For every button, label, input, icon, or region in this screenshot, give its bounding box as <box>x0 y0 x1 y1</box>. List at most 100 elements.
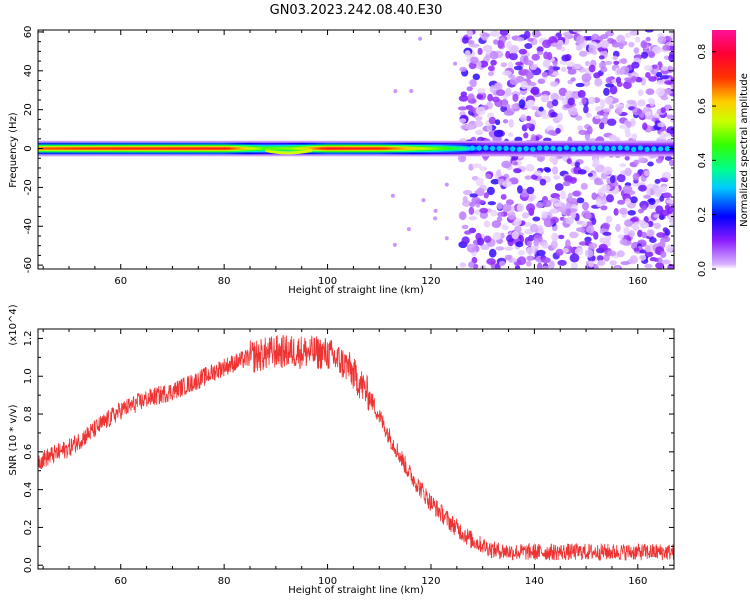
noise-speckle <box>393 89 398 94</box>
noise-speckle <box>609 175 616 184</box>
noise-speckle <box>469 193 479 198</box>
noise-speckle <box>526 240 533 247</box>
band-cell <box>379 147 383 150</box>
band-cell <box>540 147 545 150</box>
band-cell <box>528 147 532 150</box>
noise-speckle <box>504 254 512 261</box>
noise-speckle <box>632 172 640 181</box>
noise-speckle <box>444 182 449 187</box>
noise-speckle <box>544 167 552 173</box>
colorbar: 0.0 0.2 0.4 0.6 0.8 Normalized spectral ampl… <box>697 30 750 277</box>
noise-speckle <box>481 32 491 38</box>
noise-speckle <box>530 134 536 143</box>
noise-speckle <box>569 253 580 263</box>
band-cell <box>177 147 182 150</box>
noise-speckle <box>630 196 638 204</box>
noise-speckle <box>479 211 489 220</box>
band-cell <box>608 147 613 150</box>
band-cell <box>568 147 573 150</box>
x-tick-label: 120 <box>421 576 440 587</box>
noise-speckle <box>542 59 551 68</box>
noise-speckle <box>541 257 551 264</box>
noise-speckle <box>572 190 581 197</box>
noise-speckle <box>536 46 544 53</box>
band-dot <box>483 145 489 151</box>
noise-speckle <box>513 65 523 71</box>
noise-speckle <box>525 164 535 172</box>
noise-speckle <box>444 236 449 241</box>
band-cell <box>428 147 433 150</box>
noise-speckle <box>479 166 488 172</box>
band-cell <box>264 147 268 150</box>
noise-speckle <box>501 160 512 169</box>
noise-speckle <box>662 44 671 51</box>
noise-speckle <box>561 66 567 73</box>
band-dot <box>597 145 603 151</box>
noise-speckle <box>587 172 594 177</box>
noise-speckle <box>591 217 597 225</box>
noise-speckle <box>665 199 674 204</box>
noise-speckle <box>654 187 663 196</box>
band-cell <box>674 143 678 155</box>
noise-speckle <box>602 108 611 113</box>
band-cell <box>286 147 290 150</box>
noise-speckle <box>515 241 524 248</box>
noise-speckle <box>603 87 610 96</box>
snr-ylabel: SNR (10 * v/v) <box>8 404 19 475</box>
noise-speckle <box>647 220 654 228</box>
noise-speckle <box>624 32 632 38</box>
noise-speckle <box>541 114 550 119</box>
noise-speckle <box>619 238 628 245</box>
noise-speckle <box>576 220 583 225</box>
y-tick-label: -40 <box>23 218 34 234</box>
band-cell <box>580 147 585 150</box>
noise-speckle <box>499 30 509 36</box>
noise-speckle <box>648 51 655 59</box>
y-tick-label: 0.0 <box>23 557 34 573</box>
noise-speckle <box>638 184 647 192</box>
noise-speckle <box>604 96 614 104</box>
noise-speckle <box>537 225 544 234</box>
noise-speckle <box>472 73 480 81</box>
noise-speckle <box>657 36 667 45</box>
noise-speckle <box>392 242 397 247</box>
noise-speckle <box>611 41 621 48</box>
noise-speckle <box>462 196 468 203</box>
noise-speckle <box>600 66 608 73</box>
band-cell <box>65 147 70 150</box>
band-cell <box>674 146 678 151</box>
noise-speckle <box>584 60 590 67</box>
noise-speckle <box>475 129 484 135</box>
noise-speckle <box>662 227 669 233</box>
noise-speckle <box>469 78 477 88</box>
noise-speckle <box>500 62 508 68</box>
noise-speckle <box>433 216 438 221</box>
band-cell <box>487 147 492 150</box>
noise-speckle <box>390 193 395 198</box>
noise-speckle <box>616 34 626 43</box>
noise-speckle <box>498 260 506 267</box>
band-wiggle <box>265 148 313 155</box>
noise-speckle <box>479 207 489 214</box>
noise-speckle <box>644 244 651 253</box>
noise-speckle <box>477 47 483 56</box>
band-cell <box>227 147 231 150</box>
noise-speckle <box>483 220 490 228</box>
band-cell <box>425 147 430 150</box>
band-cell <box>435 147 439 150</box>
band-cell <box>357 147 362 150</box>
band-cell <box>335 147 340 150</box>
band-cell <box>301 147 306 150</box>
noise-speckle <box>458 95 469 102</box>
noise-speckle <box>631 133 638 140</box>
noise-speckle <box>575 45 583 51</box>
noise-speckle <box>549 198 559 203</box>
band-cell <box>115 147 120 150</box>
noise-speckle <box>645 72 651 79</box>
x-tick-label: 60 <box>114 576 127 587</box>
noise-speckle <box>653 257 659 262</box>
noise-speckle <box>525 246 536 255</box>
noise-speckle <box>550 240 558 249</box>
noise-speckle <box>494 82 501 90</box>
noise-speckle <box>660 75 670 80</box>
